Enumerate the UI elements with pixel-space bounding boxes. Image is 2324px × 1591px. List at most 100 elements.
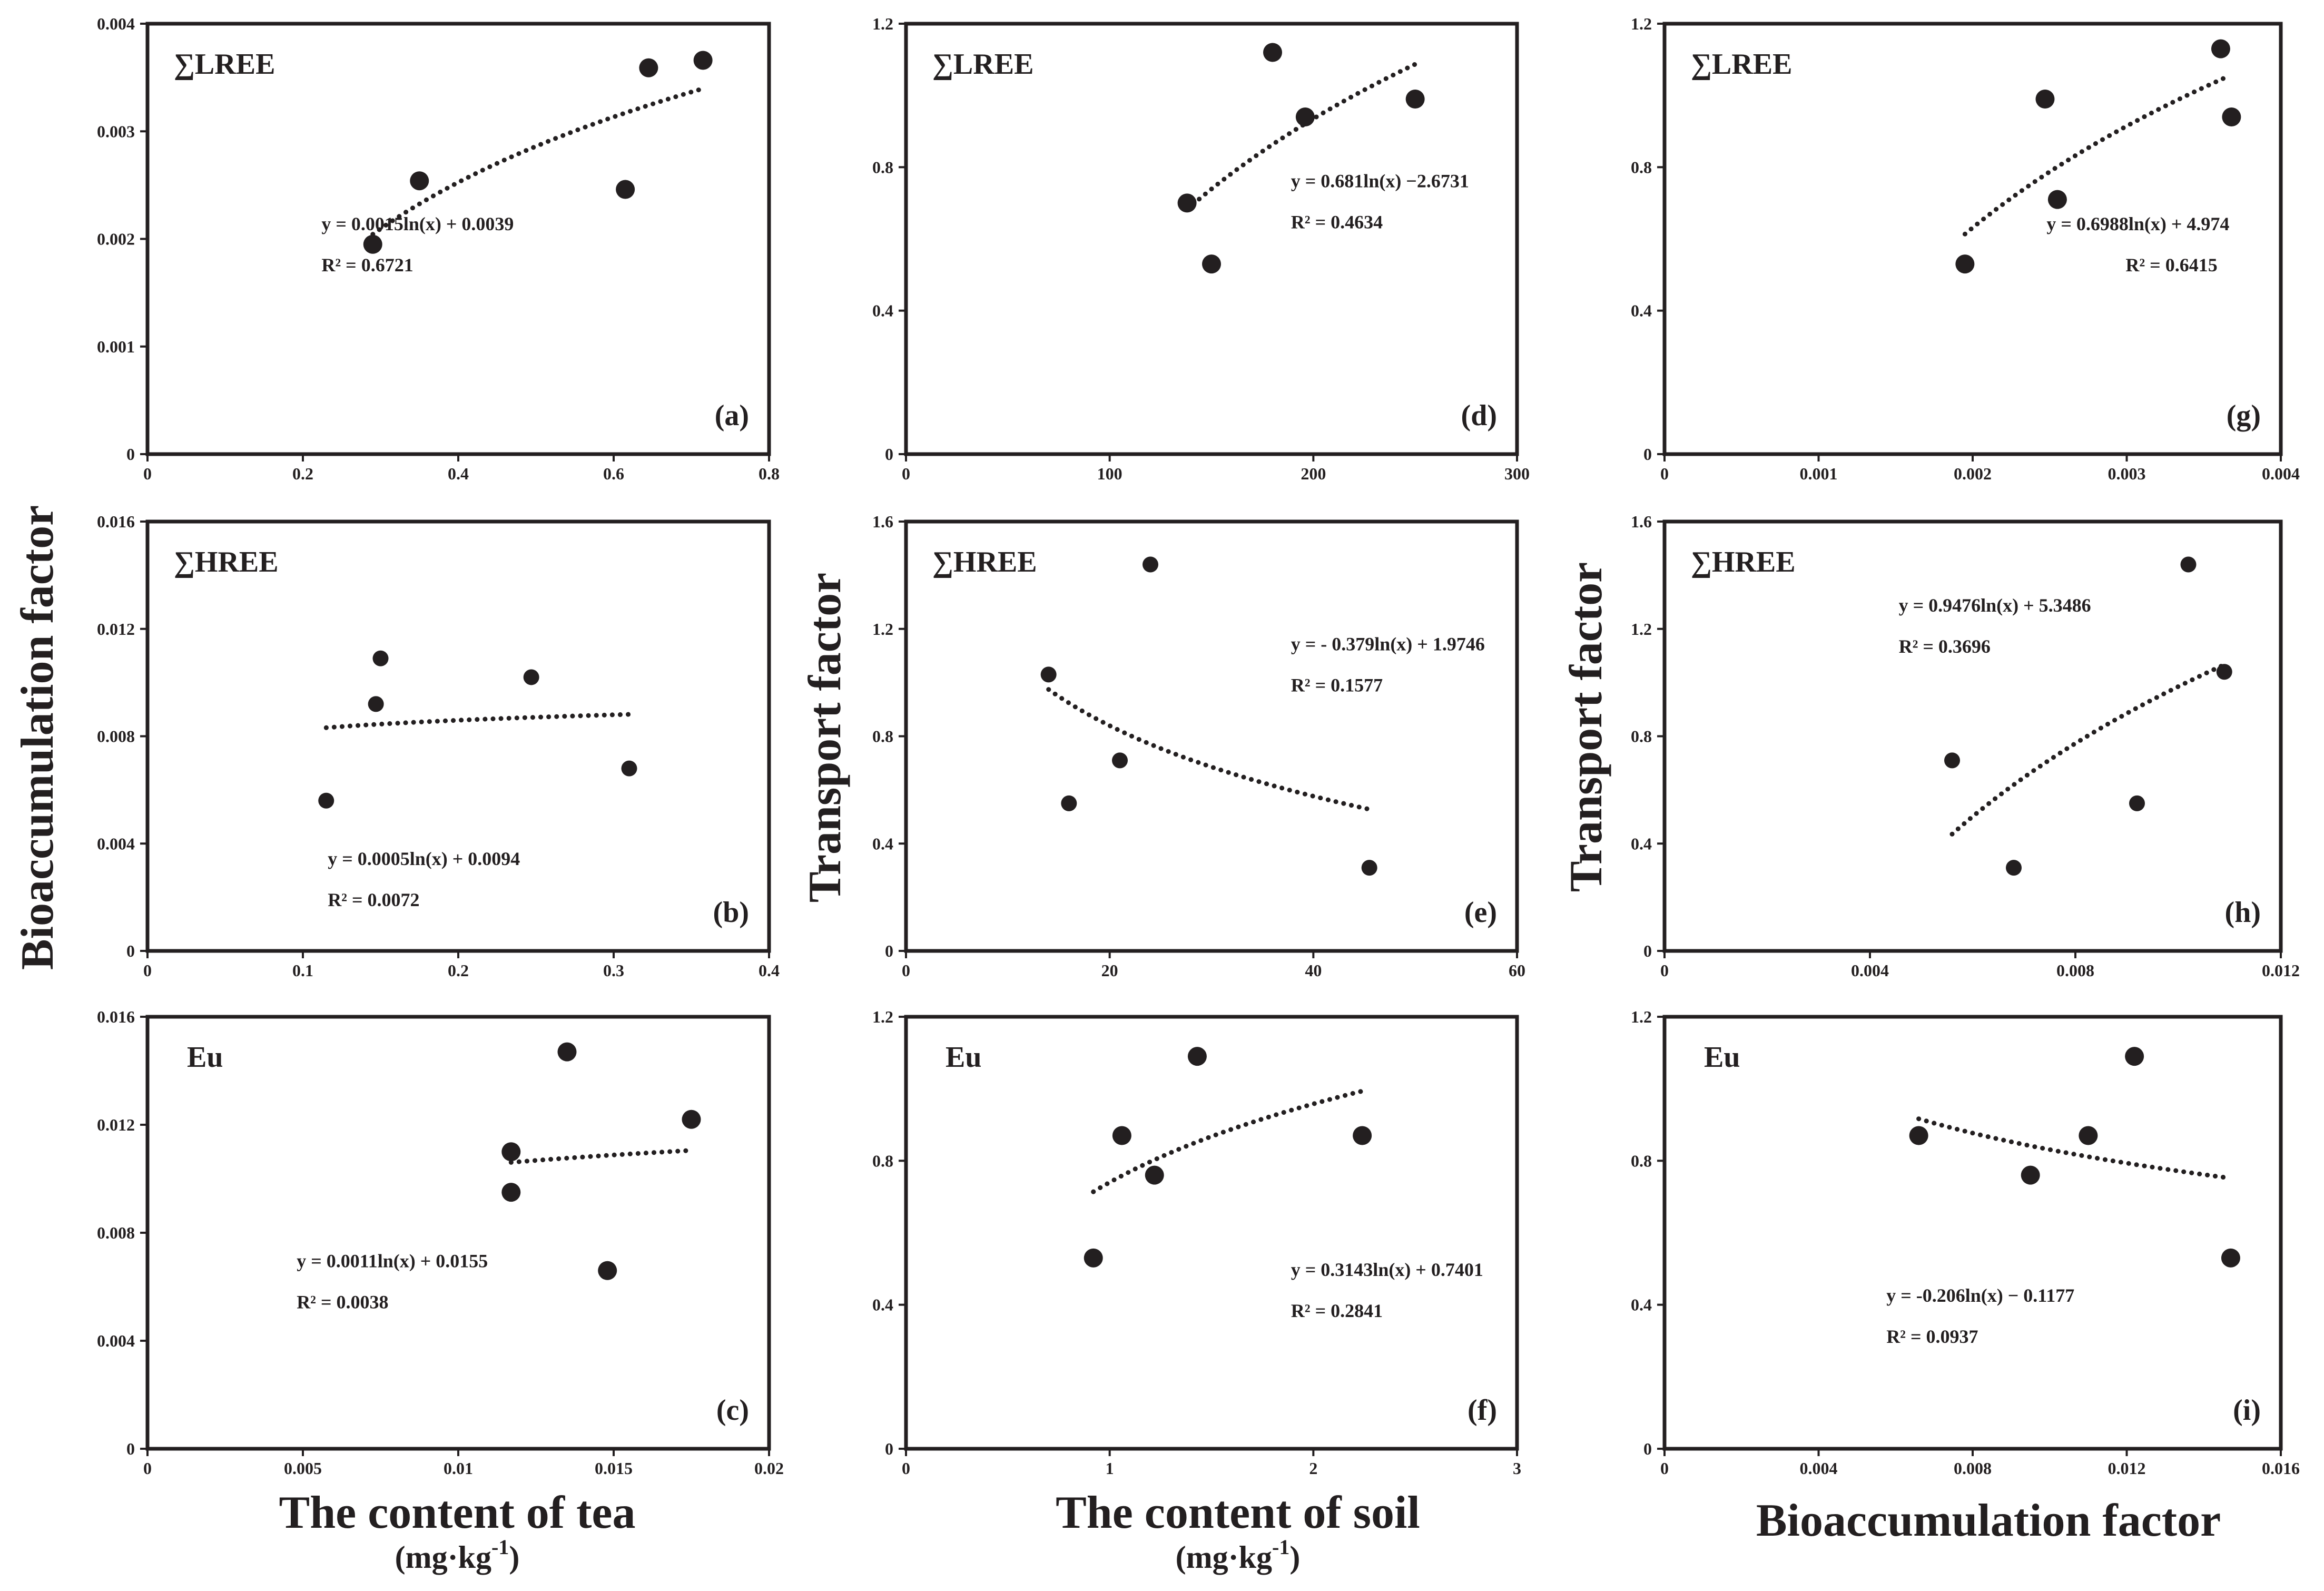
- data-point-c: [557, 1042, 577, 1062]
- data-point-g: [2222, 107, 2241, 127]
- x-tick-label-c: 0.015: [595, 1459, 633, 1478]
- y-tick-label-i: 0.4: [1631, 1295, 1652, 1314]
- panel-letter-b: (b): [713, 896, 749, 929]
- panel-h: 0 0.004 0.008 0.012 0 0.4 0.8 1.2 1.6 y = 0.9476l…: [1631, 512, 2300, 980]
- equation-e: y = - 0.379ln(x) + 1.9746: [1291, 634, 1485, 655]
- trendline-c: [508, 1148, 694, 1165]
- y-tick-label-g: 0: [1643, 445, 1652, 464]
- y-tick-label-b: 0: [126, 941, 135, 960]
- x-tick-label-a: 0.4: [448, 464, 469, 483]
- x-tick-label-d: 100: [1097, 464, 1122, 483]
- y-tick-label-e: 0.4: [872, 834, 893, 853]
- x-tick-label-g: 0: [1660, 464, 1669, 483]
- y-tick-label-b: 0.016: [97, 512, 135, 531]
- x-tick-label-e: 20: [1101, 961, 1118, 980]
- panel-i: 0 0.004 0.008 0.012 0.016 0 0.4 0.8 1.2 y = -0.20…: [1631, 1007, 2300, 1478]
- x-tick-label-a: 0: [143, 464, 152, 483]
- y-tick-label-i: 1.2: [1631, 1007, 1652, 1026]
- data-point-a: [410, 171, 429, 191]
- x-tick-label-f: 2: [1309, 1459, 1317, 1478]
- y-tick-label-e: 1.2: [872, 620, 893, 639]
- x-tick-label-h: 0.012: [2262, 961, 2300, 980]
- y-tick-label-e: 0.8: [872, 727, 893, 746]
- x-tick-label-i: 0: [1660, 1459, 1669, 1478]
- x-axis-label-tea: The content of tea: [279, 1487, 636, 1538]
- data-point-d: [1263, 43, 1282, 62]
- trendline-e: [1046, 687, 1372, 812]
- data-point-i: [1909, 1126, 1928, 1145]
- data-point-f: [1112, 1126, 1131, 1145]
- r-squared-g: R² = 0.6415: [2125, 254, 2217, 276]
- x-tick-label-c: 0.02: [754, 1459, 784, 1478]
- x-axis-label-soil: The content of soil: [1056, 1487, 1420, 1538]
- data-point-d: [1295, 107, 1315, 127]
- r-squared-c: R² = 0.0038: [297, 1292, 388, 1313]
- y-tick-label-g: 0.4: [1631, 301, 1652, 320]
- data-point-e: [1112, 752, 1128, 769]
- y-axis-label-transport-right: Transport factor: [1561, 562, 1612, 892]
- data-point-f: [1145, 1165, 1164, 1185]
- y-tick-label-e: 1.6: [872, 512, 893, 531]
- y-tick-label-c: 0.016: [97, 1007, 135, 1026]
- y-tick-label-h: 0.8: [1631, 727, 1652, 746]
- y-tick-label-a: 0: [126, 445, 135, 464]
- plot-frame-h: [1662, 519, 2283, 953]
- equation-d: y = 0.681ln(x) −2.6731: [1291, 170, 1469, 191]
- y-tick-label-c: 0.008: [97, 1223, 135, 1242]
- x-tick-label-i: 0.008: [1954, 1459, 1992, 1478]
- y-tick-label-h: 0: [1643, 941, 1652, 960]
- data-point-h: [2180, 556, 2197, 573]
- plot-frame-g: [1662, 22, 2283, 456]
- data-point-d: [1177, 193, 1197, 213]
- x-tick-label-f: 3: [1513, 1459, 1521, 1478]
- data-point-i: [2221, 1248, 2240, 1268]
- x-axis-label-bioaccumulation: Bioaccumulation factor: [1756, 1495, 2221, 1546]
- data-point-i: [2079, 1126, 2098, 1145]
- plot-frame-f: [904, 1015, 1519, 1451]
- x-tick-label-f: 0: [902, 1459, 910, 1478]
- data-point-h: [2216, 664, 2232, 680]
- data-point-c: [501, 1183, 521, 1202]
- x-tick-label-d: 300: [1504, 464, 1530, 483]
- r-squared-e: R² = 0.1577: [1291, 675, 1383, 696]
- equation-h: y = 0.9476ln(x) + 5.3486: [1899, 595, 2091, 616]
- y-tick-label-d: 1.2: [872, 14, 893, 33]
- y-tick-label-h: 0.4: [1631, 834, 1652, 853]
- data-point-e: [1143, 556, 1158, 573]
- trendline-d: [1185, 62, 1418, 212]
- y-tick-label-h: 1.6: [1631, 512, 1652, 531]
- x-tick-label-i: 0.004: [1800, 1459, 1838, 1478]
- y-axis-label-transport-middle: Transport factor: [800, 573, 851, 902]
- data-point-f: [1084, 1248, 1103, 1268]
- x-tick-label-f: 1: [1106, 1459, 1114, 1478]
- equation-g: y = 0.6988ln(x) + 4.974: [2046, 213, 2229, 234]
- data-point-d: [1405, 89, 1425, 109]
- plot-frame-b: [145, 519, 771, 953]
- panel-letter-f: (f): [1468, 1394, 1497, 1427]
- x-tick-label-a: 0.2: [292, 464, 313, 483]
- r-squared-d: R² = 0.4634: [1291, 211, 1383, 232]
- panel-e: 0 20 40 60 0 0.4 0.8 1.2 1.6 y = - 0.379ln(x) + 1…: [872, 512, 1525, 980]
- equation-b: y = 0.0005ln(x) + 0.0094: [328, 848, 520, 869]
- data-point-i: [2125, 1047, 2144, 1066]
- data-point-c: [682, 1109, 701, 1129]
- panel-c: 0 0.005 0.01 0.015 0.02 0 0.004 0.008 0.012 0.016…: [97, 1007, 784, 1478]
- y-tick-label-f: 0: [885, 1439, 893, 1458]
- data-point-g: [2035, 89, 2055, 109]
- r-squared-h: R² = 0.3696: [1899, 636, 1991, 657]
- data-point-b: [372, 650, 389, 666]
- x-tick-label-d: 0: [902, 464, 910, 483]
- y-tick-label-d: 0: [885, 445, 893, 464]
- y-tick-label-i: 0.8: [1631, 1151, 1652, 1170]
- plot-frame-c: [145, 1015, 771, 1451]
- data-point-i: [2021, 1165, 2040, 1185]
- panel-f: 0 1 2 3 0 0.4 0.8 1.2 y = 0.3143ln(x) + 0.7401 R²…: [872, 1007, 1521, 1478]
- data-point-b: [621, 760, 637, 777]
- data-point-e: [1061, 795, 1077, 811]
- plot-frame-d: [904, 22, 1519, 456]
- x-tick-label-e: 60: [1509, 961, 1525, 980]
- x-tick-label-e: 40: [1305, 961, 1322, 980]
- data-point-h: [2006, 860, 2022, 876]
- y-tick-label-d: 0.8: [872, 158, 893, 176]
- x-tick-label-c: 0.01: [444, 1459, 473, 1478]
